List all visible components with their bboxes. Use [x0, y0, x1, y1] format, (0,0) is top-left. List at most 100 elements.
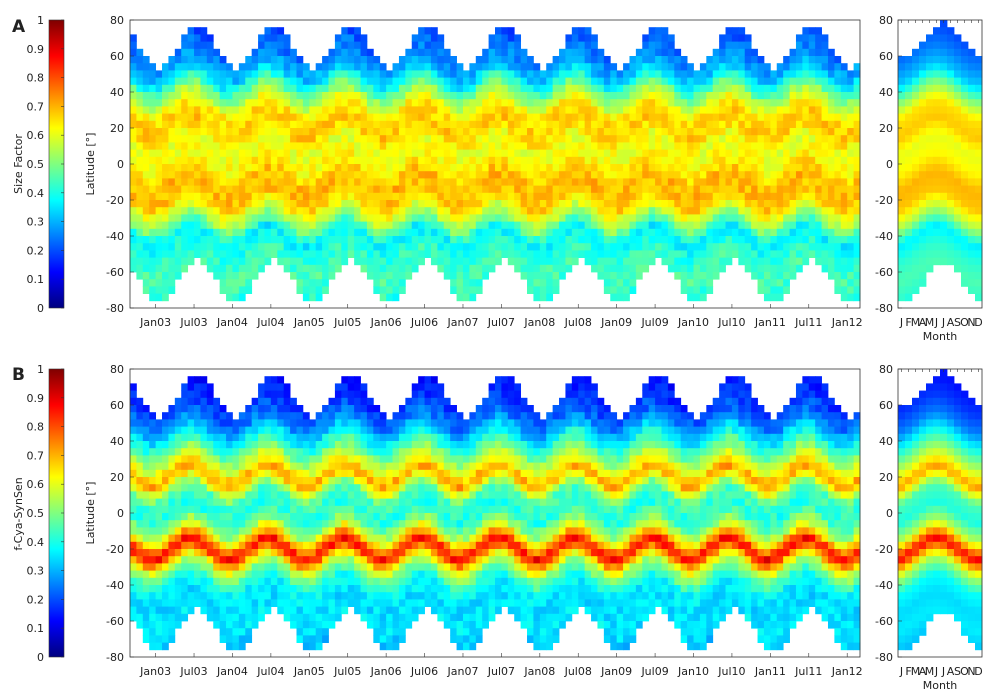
heatmap-cell: [181, 599, 189, 607]
heatmap-cell: [603, 250, 611, 258]
climatology-cell: [961, 120, 969, 129]
heatmap-cell: [155, 513, 163, 521]
heatmap-cell: [219, 243, 227, 251]
climatology-cell: [940, 236, 948, 244]
heatmap-cell: [206, 221, 214, 230]
heatmap-cell: [642, 120, 650, 129]
y-tick-label: 0: [117, 158, 124, 171]
heatmap-cell: [322, 192, 329, 201]
heatmap-cell: [655, 128, 662, 136]
heatmap-cell: [731, 92, 739, 100]
heatmap-cell: [565, 70, 573, 78]
heatmap-cell: [757, 228, 765, 237]
heatmap-cell: [591, 207, 598, 215]
heatmap-cell: [808, 99, 816, 107]
heatmap-cell: [456, 106, 464, 114]
heatmap-cell: [533, 178, 541, 186]
heatmap-cell: [827, 120, 835, 129]
heatmap-cell: [309, 207, 317, 215]
heatmap-cell: [623, 243, 630, 251]
heatmap-cell: [661, 34, 669, 42]
heatmap-cell: [648, 243, 656, 251]
heatmap-cell: [546, 264, 554, 273]
heatmap-cell: [219, 505, 227, 514]
climatology-cell: [940, 149, 948, 158]
heatmap-cell: [206, 585, 214, 593]
heatmap-cell: [206, 505, 214, 514]
heatmap-cell: [802, 250, 810, 258]
heatmap-cell: [155, 135, 163, 143]
heatmap-cell: [194, 469, 201, 478]
heatmap-cell: [591, 250, 598, 258]
heatmap-cell: [418, 84, 425, 93]
heatmap-cell: [648, 106, 656, 114]
heatmap-cell: [213, 99, 221, 107]
heatmap-cell: [418, 48, 425, 57]
heatmap-cell: [174, 419, 182, 427]
heatmap-cell: [219, 556, 227, 564]
heatmap-cell: [130, 498, 137, 507]
heatmap-cell: [258, 491, 265, 499]
heatmap-cell: [219, 426, 227, 435]
heatmap-cell: [648, 228, 656, 237]
heatmap-cell: [667, 70, 675, 78]
climatology-cell: [947, 99, 955, 107]
heatmap-cell: [174, 272, 182, 280]
heatmap-cell: [789, 221, 797, 230]
heatmap-cell: [149, 419, 157, 427]
heatmap-cell: [232, 426, 240, 435]
heatmap-cell: [238, 99, 246, 107]
heatmap-cell: [302, 92, 310, 100]
climatology-cell: [940, 92, 948, 100]
heatmap-cell: [565, 236, 573, 244]
heatmap-cell: [405, 63, 413, 71]
heatmap-cell: [162, 135, 169, 143]
heatmap-cell: [565, 99, 573, 107]
heatmap-cell: [174, 156, 182, 165]
heatmap-cell: [155, 541, 163, 550]
heatmap-cell: [763, 70, 771, 78]
climatology-cell: [926, 221, 934, 230]
heatmap-cell: [187, 585, 195, 593]
heatmap-cell: [821, 207, 829, 215]
heatmap-cell: [565, 164, 573, 172]
heatmap-cell: [174, 621, 182, 629]
heatmap-cell: [667, 236, 675, 244]
heatmap-cell: [270, 27, 278, 35]
heatmap-cell: [635, 70, 643, 78]
heatmap-cell: [264, 70, 272, 78]
heatmap-cell: [219, 599, 227, 607]
heatmap-cell: [693, 207, 701, 215]
heatmap-cell: [507, 70, 515, 78]
climatology-cell: [898, 63, 906, 71]
heatmap-cell: [290, 120, 297, 129]
heatmap-cell: [808, 171, 816, 179]
heatmap-cell: [610, 221, 618, 230]
heatmap-cell: [341, 214, 349, 222]
heatmap-cell: [232, 513, 240, 521]
heatmap-cell: [149, 491, 157, 499]
climatology-cell: [968, 149, 976, 158]
heatmap-cell: [635, 272, 643, 280]
heatmap-cell: [616, 207, 624, 215]
heatmap-cell: [232, 257, 240, 266]
heatmap-cell: [731, 99, 739, 107]
heatmap-cell: [194, 70, 201, 78]
heatmap-cell: [725, 99, 733, 107]
heatmap-cell: [219, 84, 227, 93]
heatmap-cell: [264, 491, 272, 499]
heatmap-cell: [258, 541, 265, 550]
heatmap-cell: [245, 257, 253, 266]
heatmap-cell: [462, 164, 470, 172]
heatmap-cell: [770, 264, 778, 273]
heatmap-cell: [366, 142, 374, 150]
heatmap-cell: [162, 113, 169, 122]
heatmap-cell: [366, 264, 374, 273]
heatmap-cell: [699, 164, 707, 172]
heatmap-cell: [674, 70, 682, 78]
heatmap-cell: [591, 156, 598, 165]
heatmap-cell: [290, 77, 297, 86]
climatology-cell: [954, 257, 962, 266]
heatmap-cell: [200, 207, 208, 215]
heatmap-cell: [853, 113, 861, 122]
